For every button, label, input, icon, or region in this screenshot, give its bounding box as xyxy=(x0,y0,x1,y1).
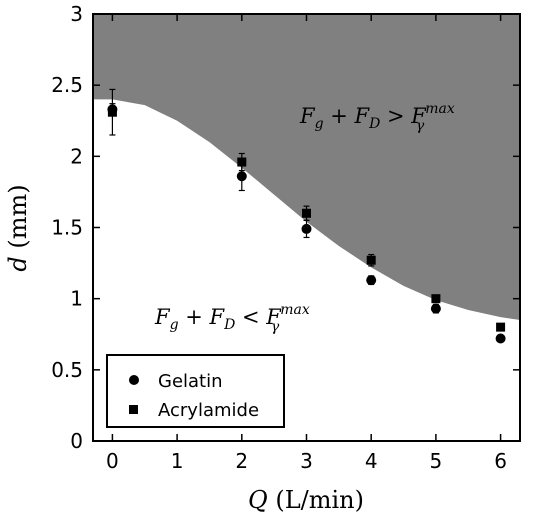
annotation-lower: Fg + FD < Fγmax xyxy=(154,302,310,335)
y-tick-label: 0.5 xyxy=(51,358,83,382)
legend-label-acrylamide: Acrylamide xyxy=(158,400,259,421)
point-acrylamide xyxy=(431,294,441,304)
point-acrylamide xyxy=(107,107,117,117)
plot-area xyxy=(93,14,520,321)
x-tick-label: 2 xyxy=(235,449,248,473)
y-tick-label: 1.5 xyxy=(51,216,83,240)
point-gelatin xyxy=(301,223,312,234)
point-gelatin xyxy=(430,303,441,314)
y-tick-label: 1 xyxy=(70,287,83,311)
y-tick-label: 3 xyxy=(70,2,83,26)
point-gelatin xyxy=(236,171,247,182)
x-tick-label: 0 xyxy=(106,449,119,473)
legend-marker-square xyxy=(129,405,138,414)
legend-label-gelatin: Gelatin xyxy=(158,371,223,392)
y-tick-label: 0 xyxy=(70,429,83,453)
point-gelatin xyxy=(495,333,506,344)
axis-ticks: 0 1 2 3 4 5 6 0 0.5 1 1.5 2 2.5 3 xyxy=(51,2,520,473)
point-gelatin xyxy=(366,275,377,286)
point-acrylamide xyxy=(237,157,247,167)
x-axis-label: Q (L/min) xyxy=(248,486,364,514)
point-acrylamide xyxy=(496,322,506,332)
x-tick-label: 4 xyxy=(365,449,378,473)
shaded-region xyxy=(93,14,520,321)
x-tick-label: 6 xyxy=(494,449,507,473)
point-acrylamide xyxy=(302,208,311,218)
y-axis-label: d (mm) xyxy=(4,184,32,271)
annotation-upper: Fg + FD > Fγmax xyxy=(299,101,455,134)
y-tick-label: 2.5 xyxy=(51,73,83,97)
legend-box xyxy=(106,354,285,428)
legend-marker-circle xyxy=(129,375,139,385)
point-acrylamide xyxy=(366,255,376,265)
y-tick-label: 2 xyxy=(70,144,83,168)
x-tick-label: 3 xyxy=(300,449,313,473)
x-tick-label: 5 xyxy=(430,449,443,473)
data-marks xyxy=(107,88,506,344)
legend: Gelatin Acrylamide xyxy=(106,354,285,428)
x-tick-label: 1 xyxy=(171,449,184,473)
